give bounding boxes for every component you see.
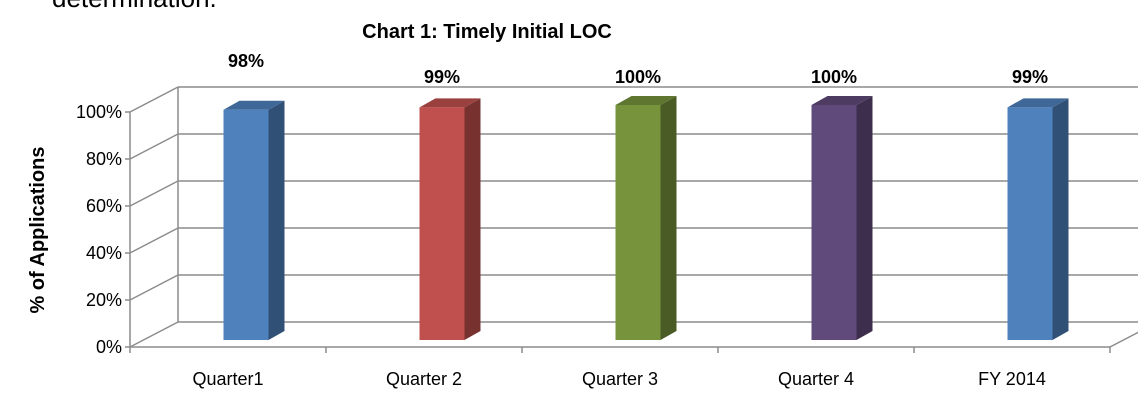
data-label: 100% [615, 67, 661, 87]
bar-front [223, 109, 269, 340]
bars [223, 96, 1069, 340]
data-label: 99% [1012, 67, 1048, 87]
preceding-text-fragment: determination. [52, 0, 217, 14]
y-tick-label: 0% [96, 337, 122, 357]
bar-side [856, 96, 873, 340]
y-tick-label: 40% [86, 243, 122, 263]
bar-top [615, 96, 677, 105]
y-tick-label: 60% [86, 196, 122, 216]
bar-front [419, 107, 465, 340]
category-label: Quarter1 [192, 369, 263, 389]
chart-title: Chart 1: Timely Initial LOC [362, 21, 612, 43]
y-tick-label: 80% [86, 149, 122, 169]
bar [1007, 98, 1069, 340]
y-tick-label: 20% [86, 290, 122, 310]
bar-side [660, 96, 677, 340]
bar [223, 100, 285, 340]
bar-front [615, 105, 661, 340]
gridline-side [129, 227, 179, 254]
bar-top [419, 98, 481, 108]
data-label: 100% [811, 67, 857, 87]
gridline-side [129, 274, 179, 301]
category-labels: Quarter1 Quarter 2 Quarter 3 Quarter 4 FY 20… [192, 369, 1045, 389]
bar-side [268, 100, 285, 340]
category-label: Quarter 4 [778, 369, 854, 389]
bar-side [464, 98, 481, 340]
category-label: Quarter 2 [386, 369, 462, 389]
bar-front [1007, 107, 1053, 340]
axes [125, 87, 1138, 353]
data-label: 99% [424, 67, 460, 87]
bar [811, 96, 873, 340]
gridline-side [129, 180, 179, 207]
bar-top [811, 96, 873, 105]
gridline-side [129, 321, 179, 348]
bar-front [811, 105, 857, 340]
category-label: FY 2014 [978, 369, 1046, 389]
y-axis-label: % of Applications [27, 146, 49, 313]
y-tick-label: 100% [76, 102, 122, 122]
bar [419, 98, 481, 340]
data-labels: 98% 99% 100% 100% 99% [228, 51, 1048, 87]
bar-top [223, 100, 285, 110]
bar [615, 96, 677, 340]
floor-edge [1109, 331, 1138, 348]
gridline-side [129, 133, 179, 160]
bar-side [1052, 98, 1069, 340]
y-tick-labels: 0% 20% 40% 60% 80% 100% [76, 102, 122, 357]
bar-top [1007, 98, 1069, 108]
category-label: Quarter 3 [582, 369, 658, 389]
gridline-side [129, 86, 179, 113]
data-label: 98% [228, 51, 264, 71]
